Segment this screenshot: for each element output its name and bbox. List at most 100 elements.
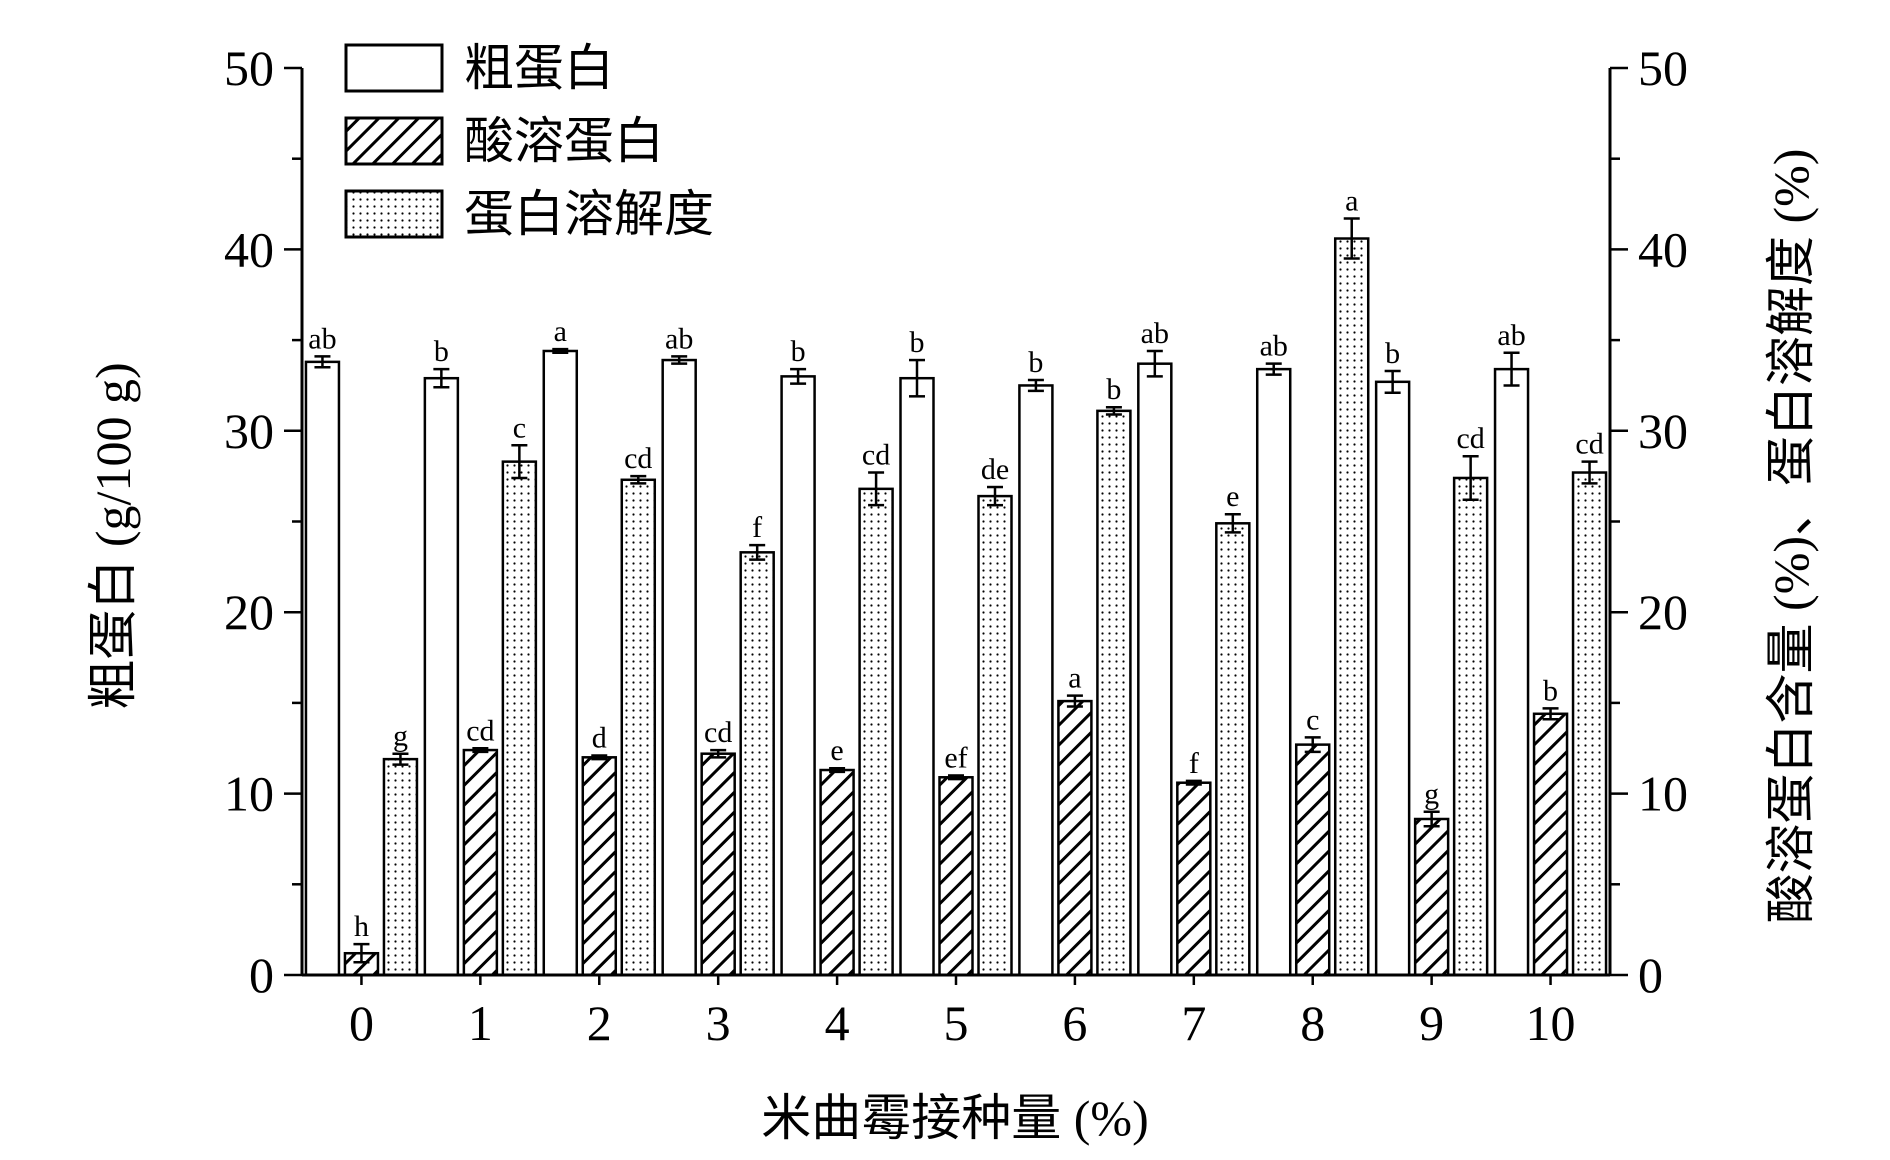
bar-open-2	[542, 349, 579, 977]
x-tick-label: 1	[468, 995, 493, 1051]
x-tick-label: 3	[706, 995, 731, 1051]
y-axis-right-title: 酸溶蛋白含量 (%)、蛋白溶解度 (%)	[1763, 149, 1819, 924]
error-bar-hatch-0	[353, 942, 370, 964]
y-tick-label-right: 10	[1638, 766, 1688, 822]
significance-letter-hatch-3: cd	[704, 716, 732, 749]
x-tick-label: 6	[1062, 995, 1087, 1051]
bar-open-6	[1018, 384, 1054, 977]
y-tick-label-left: 50	[224, 40, 274, 96]
significance-letter-open-3: ab	[665, 322, 693, 355]
error-bar-dots-10	[1581, 460, 1598, 485]
error-bar-dots-3	[749, 543, 766, 561]
error-bar-dots-7	[1224, 512, 1241, 534]
x-tick-label: 9	[1419, 995, 1444, 1051]
error-bar-dots-9	[1462, 454, 1479, 501]
error-bar-dots-2	[630, 474, 647, 485]
error-bar-dots-8	[1343, 217, 1360, 260]
error-bar-dots-4	[868, 471, 885, 507]
bar-hatch-7	[1176, 781, 1212, 977]
significance-letter-hatch-10: b	[1543, 674, 1558, 707]
significance-letter-open-9: b	[1385, 337, 1400, 370]
x-tick-label: 4	[825, 995, 850, 1051]
error-bar-open-5	[909, 358, 925, 398]
bar-hatch-10	[1532, 712, 1569, 977]
error-bar-open-0	[314, 355, 331, 369]
significance-letter-hatch-0: h	[354, 910, 369, 943]
y-tick-label-right: 30	[1638, 403, 1688, 459]
bar-open-7	[1137, 362, 1173, 977]
y-axis-left-title: 粗蛋白 (g/100 g)	[85, 362, 141, 709]
significance-letter-dots-2: cd	[624, 442, 652, 475]
error-bar-dots-1	[511, 444, 528, 480]
x-tick-label: 2	[587, 995, 612, 1051]
bar-hatch-8	[1294, 743, 1331, 977]
error-bar-hatch-8	[1304, 736, 1321, 754]
significance-letter-open-6: b	[1028, 346, 1043, 379]
legend-label: 酸溶蛋白	[464, 113, 664, 169]
significance-letter-dots-9: cd	[1456, 422, 1484, 455]
bar-hatch-9	[1413, 817, 1450, 977]
significance-letter-dots-4: cd	[862, 439, 890, 472]
legend-label: 蛋白溶解度	[464, 186, 714, 242]
y-tick-label-left: 10	[224, 766, 274, 822]
error-bar-hatch-9	[1423, 810, 1440, 828]
y-tick-label-left: 20	[224, 584, 274, 640]
significance-letter-open-10: ab	[1497, 319, 1525, 352]
error-bar-hatch-4	[829, 766, 846, 774]
bar-open-0	[304, 360, 341, 977]
x-axis-title: 米曲霉接种量 (%)	[761, 1090, 1148, 1146]
significance-letter-open-4: b	[791, 335, 806, 368]
error-bar-open-3	[671, 355, 688, 365]
bar-open-5	[899, 376, 935, 977]
error-bar-open-8	[1265, 362, 1282, 376]
bar-open-9	[1374, 380, 1411, 977]
error-bar-dots-0	[392, 752, 409, 766]
bar-dots-8	[1333, 237, 1370, 977]
error-bar-hatch-5	[948, 774, 964, 781]
bar-dots-6	[1096, 409, 1132, 977]
bar-open-10	[1493, 367, 1530, 977]
error-bar-open-7	[1146, 349, 1163, 378]
bar-hatch-4	[819, 768, 855, 977]
bar-open-3	[661, 358, 697, 977]
legend-swatch	[344, 43, 444, 93]
significance-letter-open-1: b	[434, 335, 449, 368]
bar-dots-9	[1452, 476, 1489, 977]
y-tick-label-right: 50	[1638, 40, 1688, 96]
significance-letter-hatch-2: d	[592, 722, 607, 755]
significance-letter-open-5: b	[910, 326, 925, 359]
error-bar-open-2	[552, 347, 569, 355]
bar-open-4	[780, 375, 816, 977]
error-bar-hatch-7	[1185, 779, 1202, 786]
significance-letter-hatch-1: cd	[466, 714, 494, 747]
legend-item-open: 粗蛋白	[344, 40, 614, 96]
bar-dots-7	[1215, 522, 1251, 977]
significance-letter-hatch-5: ef	[944, 741, 967, 774]
error-bar-open-10	[1503, 351, 1520, 387]
legend-swatch	[344, 189, 444, 239]
error-bar-hatch-10	[1542, 707, 1559, 721]
legend-item-dots: 蛋白溶解度	[344, 186, 714, 242]
y-tick-label-left: 40	[224, 221, 274, 277]
x-tick-label: 5	[944, 995, 969, 1051]
significance-letter-hatch-9: g	[1424, 778, 1439, 811]
significance-letter-open-8: ab	[1260, 330, 1288, 363]
bar-dots-3	[739, 551, 775, 977]
y-tick-label-right: 0	[1638, 947, 1663, 1003]
significance-letter-hatch-4: e	[830, 734, 843, 767]
error-bar-hatch-2	[591, 754, 608, 761]
error-bar-hatch-1	[472, 747, 489, 754]
significance-letter-hatch-8: c	[1306, 703, 1319, 736]
error-bar-dots-5	[987, 485, 1003, 507]
significance-letter-dots-5: de	[981, 453, 1009, 486]
significance-letter-dots-10: cd	[1575, 428, 1603, 461]
y-tick-label-right: 20	[1638, 584, 1688, 640]
bar-dots-5	[977, 494, 1013, 977]
significance-letter-dots-3: f	[752, 511, 762, 544]
significance-letter-open-0: ab	[308, 322, 336, 355]
bar-dots-2	[620, 478, 657, 977]
significance-letter-hatch-6: a	[1068, 662, 1081, 695]
y-tick-label-left: 30	[224, 403, 274, 459]
error-bar-dots-6	[1105, 405, 1122, 416]
